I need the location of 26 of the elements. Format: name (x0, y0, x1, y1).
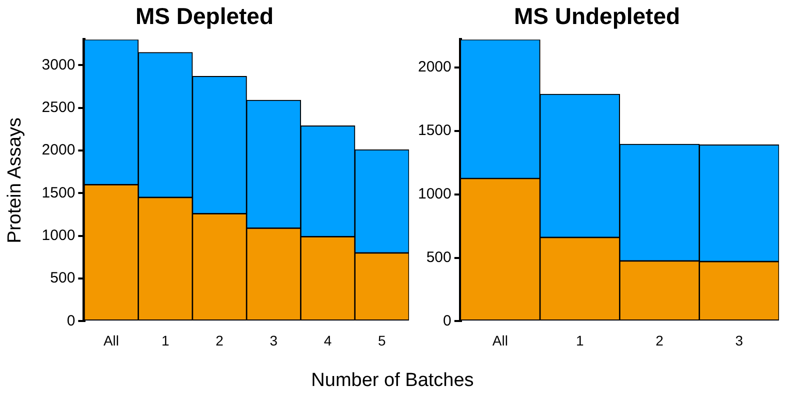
x-tick-label: 3 (270, 332, 278, 348)
y-tick-label: 2000 (42, 142, 76, 159)
x-tick-label: All (492, 332, 508, 348)
x-tick-label: 2 (656, 332, 664, 348)
y-axis-title: Protein Assays (4, 118, 26, 244)
y-tick-label: 1000 (42, 227, 76, 244)
y-tick-label: 500 (426, 248, 452, 266)
x-tick-label: 3 (735, 332, 744, 348)
y-tick-label: 500 (50, 270, 76, 287)
y-tick-label: 0 (443, 312, 452, 330)
x-tick-label: 1 (576, 332, 584, 348)
x-tick-label: 4 (324, 332, 332, 348)
y-tick-label: 2000 (418, 58, 452, 76)
x-tick-label: 5 (378, 332, 386, 348)
y-tick-label: 2500 (42, 99, 76, 116)
y-tick-label: 1500 (418, 122, 452, 140)
y-tick-label: 0 (66, 312, 76, 330)
y-tick-label: 3000 (42, 56, 76, 74)
y-tick-label: 1000 (418, 185, 452, 202)
y-tick-label: 1500 (42, 184, 76, 202)
x-tick-label: All (103, 332, 120, 348)
chart-title: MS Undepleted (514, 3, 680, 30)
x-tick-label: 1 (161, 332, 170, 348)
chart-title: MS Depleted (135, 3, 274, 30)
x-axis-title: Number of Batches (310, 370, 475, 392)
x-tick-label: 2 (216, 332, 224, 348)
